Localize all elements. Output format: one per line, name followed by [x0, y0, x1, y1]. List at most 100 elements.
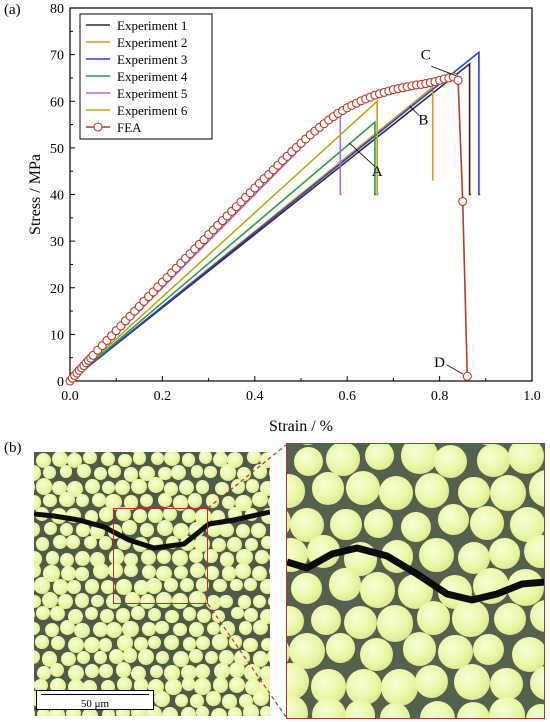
fiber-shape	[66, 452, 81, 453]
fiber-shape	[59, 465, 73, 479]
fiber-shape	[34, 522, 40, 537]
panel-label-a: (a)	[4, 2, 21, 18]
fiber-shape	[163, 665, 180, 681]
fiber-shape	[34, 678, 48, 693]
fiber-shape	[61, 651, 76, 666]
fiber-shape	[43, 522, 57, 536]
fea-data-point	[453, 75, 463, 85]
crack-path	[287, 544, 544, 604]
fiber-shape	[156, 520, 173, 537]
fiber-shape	[269, 549, 270, 566]
fiber-shape	[343, 605, 378, 640]
fiber-shape	[82, 707, 98, 716]
fiber-shape	[235, 562, 251, 579]
crack-path	[34, 509, 270, 551]
fiber-shape	[438, 504, 470, 536]
fiber-shape	[52, 579, 69, 595]
fiber-shape	[51, 635, 66, 651]
fiber-shape	[100, 452, 115, 467]
fiber-shape	[173, 622, 187, 637]
scale-bar-label: 50 μm	[80, 698, 110, 710]
fiber-shape	[219, 552, 235, 567]
y-axis-label: Stress / MPa	[27, 154, 44, 235]
y-tick-label: 50	[50, 142, 64, 157]
fiber-shape	[116, 579, 132, 595]
fiber-shape	[108, 563, 123, 578]
fiber-shape	[416, 601, 450, 635]
fiber-shape	[173, 651, 190, 668]
fiber-shape	[287, 662, 310, 701]
fiber-shape	[195, 480, 210, 494]
fiber-shape	[472, 634, 504, 666]
fiber-shape	[124, 563, 138, 578]
fiber-shape	[67, 580, 81, 594]
fiber-shape	[162, 506, 177, 521]
fiber-shape	[204, 566, 219, 580]
fiber-shape	[456, 701, 491, 718]
fiber-shape	[117, 635, 133, 651]
fiber-shape	[364, 444, 394, 471]
panel-label-b: (b)	[4, 440, 22, 456]
annotation-a: A	[372, 164, 383, 180]
fiber-shape	[379, 476, 414, 511]
scale-bar-line	[41, 694, 149, 695]
fiber-shape	[328, 568, 362, 601]
fiber-shape	[131, 704, 148, 716]
fiber-shape	[268, 564, 270, 578]
fiber-shape	[66, 535, 81, 550]
fiber-shape	[236, 524, 251, 539]
fiber-shape	[261, 536, 270, 550]
fiber-shape	[108, 648, 125, 665]
legend-entry: Experiment 4	[117, 69, 188, 84]
annotation-c: C	[421, 47, 431, 63]
fiber-shape	[154, 690, 171, 707]
fiber-shape	[162, 706, 179, 716]
fiber-shape	[490, 667, 523, 701]
fiber-shape	[148, 477, 165, 494]
fiber-shape	[105, 493, 122, 511]
fiber-shape	[507, 444, 544, 475]
fiber-shape	[251, 565, 267, 581]
fiber-shape	[146, 705, 163, 716]
fiber-shape	[400, 511, 432, 543]
fiber-shape	[115, 662, 132, 678]
fiber-shape	[155, 620, 169, 635]
fiber-shape	[244, 578, 258, 592]
y-tick-label: 20	[50, 282, 64, 297]
fiber-shape	[102, 480, 116, 494]
annotation-d: D	[434, 355, 445, 371]
fiber-shape	[42, 592, 59, 609]
fiber-shape	[34, 677, 35, 691]
fiber-shape	[287, 636, 290, 669]
fiber-shape	[415, 664, 449, 699]
fiber-shape	[93, 651, 107, 665]
fiber-shape	[194, 678, 211, 695]
fiber-shape	[117, 677, 132, 692]
fiber-shape	[43, 494, 57, 508]
fiber-shape	[530, 665, 544, 700]
fiber-shape	[34, 478, 35, 495]
zoom-region-box	[113, 508, 208, 604]
legend-entry: Experiment 1	[117, 18, 187, 33]
fiber-shape	[34, 562, 41, 579]
fiber-shape	[212, 578, 227, 593]
fiber-shape	[172, 593, 189, 610]
fiber-shape	[530, 599, 544, 633]
fiber-shape	[34, 494, 42, 510]
fiber-shape	[453, 664, 490, 701]
fiber-shape	[124, 495, 139, 510]
fiber-shape	[360, 638, 394, 672]
fiber-shape	[158, 466, 172, 481]
fiber-shape	[493, 603, 526, 636]
fiber-shape	[115, 608, 131, 623]
annotation-a-leader	[349, 142, 376, 167]
fiber-shape	[543, 507, 544, 544]
scale-bar: 50 μm	[36, 690, 154, 710]
fiber-shape	[188, 649, 203, 664]
fiber-shape	[34, 706, 36, 716]
fiber-shape	[94, 466, 108, 480]
fiber-shape	[330, 508, 362, 541]
fiber-shape	[163, 452, 180, 467]
fiber-shape	[311, 605, 342, 635]
fiber-shape	[452, 600, 489, 637]
